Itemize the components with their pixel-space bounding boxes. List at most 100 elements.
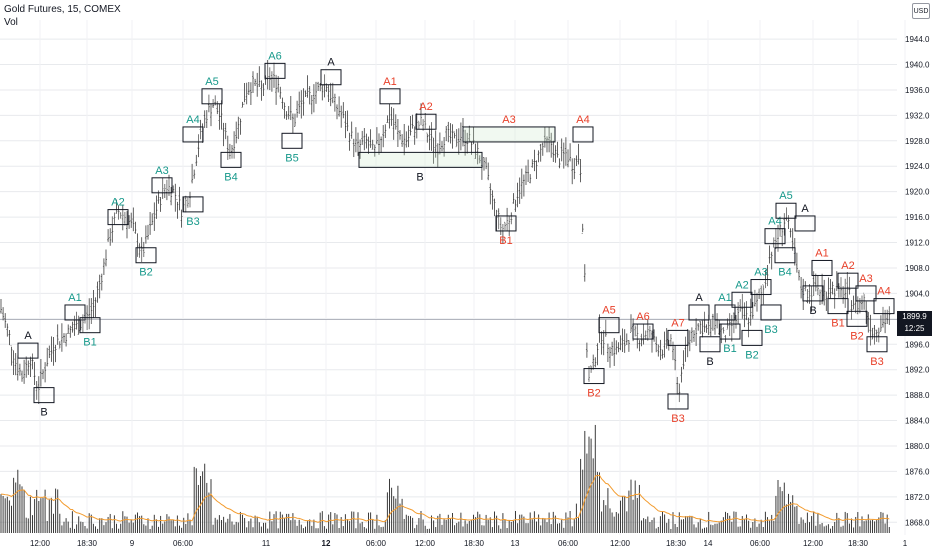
wave-box (462, 126, 556, 143)
wave-label: A (801, 203, 809, 215)
price-tick-label: 1924.0 (905, 162, 930, 171)
wave-box (667, 329, 689, 346)
wave-box (572, 126, 594, 143)
wave-label: A1 (815, 247, 828, 259)
wave-box (837, 272, 859, 289)
price-tick-label: 1932.0 (905, 111, 930, 120)
wave-box (802, 285, 824, 302)
wave-box (714, 304, 736, 321)
wave-label: A3 (155, 165, 168, 177)
wave-label: A3 (754, 267, 767, 279)
wave-box (17, 342, 39, 359)
wave-box (632, 323, 654, 340)
wave-label: A (24, 330, 32, 342)
wave-label: B2 (850, 330, 863, 342)
wave-label: B (416, 171, 423, 183)
wave-label: A7 (671, 317, 684, 329)
price-tick-label: 1944.0 (905, 35, 930, 44)
wave-box (827, 298, 849, 315)
price-tick-label: 1916.0 (905, 213, 930, 222)
wave-label: A1 (718, 292, 731, 304)
wave-box (358, 151, 483, 168)
wave-label: A5 (779, 190, 792, 202)
wave-box (688, 304, 710, 321)
wave-label: B5 (285, 152, 298, 164)
price-tick-label: 1884.0 (905, 417, 930, 426)
time-tick-label: 12:00 (610, 539, 631, 548)
wave-box (750, 279, 772, 296)
wave-box (64, 304, 86, 321)
wave-box (33, 387, 55, 404)
price-tick-label: 1928.0 (905, 137, 930, 146)
time-tick-label: 18:30 (666, 539, 687, 548)
price-tick-label: 1888.0 (905, 391, 930, 400)
time-tick-label: 1 (903, 539, 908, 548)
wave-box (281, 132, 303, 149)
wave-label: A5 (205, 76, 218, 88)
wave-box (731, 291, 753, 308)
wave-box (107, 209, 129, 226)
price-tick-label: 1876.0 (905, 467, 930, 476)
wave-label: A6 (636, 311, 649, 323)
wave-box (699, 336, 721, 353)
wave-box (667, 393, 689, 410)
time-tick-label: 06:00 (750, 539, 771, 548)
wave-box (764, 228, 786, 245)
chart-title: Gold Futures, 15, COMEX (4, 4, 121, 15)
price-tick-label: 1908.0 (905, 264, 930, 273)
wave-box (583, 368, 605, 385)
time-tick-label: 06:00 (173, 539, 194, 548)
wave-box (873, 298, 895, 315)
time-tick-label: 06:00 (558, 539, 579, 548)
last-price-value: 1899.9 (902, 312, 927, 321)
wave-box (495, 215, 517, 232)
wave-label: B1 (831, 318, 844, 330)
wave-label: A (695, 292, 703, 304)
wave-label: A4 (877, 286, 890, 298)
wave-box (811, 259, 833, 276)
time-tick-label: 06:00 (366, 539, 387, 548)
wave-box (201, 88, 223, 105)
wave-box (79, 317, 101, 334)
price-tick-label: 1896.0 (905, 340, 930, 349)
wave-label: B3 (764, 324, 777, 336)
wave-label: B4 (224, 171, 237, 183)
wave-label: B (809, 305, 816, 317)
time-tick-label: 13 (511, 539, 520, 548)
wave-label: B (706, 356, 713, 368)
wave-label: A1 (68, 292, 81, 304)
wave-box (135, 247, 157, 264)
wave-box (775, 202, 797, 219)
wave-label: A4 (186, 114, 199, 126)
wave-box (741, 329, 763, 346)
volume-moving-average (0, 474, 890, 523)
time-tick-label: 9 (130, 539, 135, 548)
wave-box (719, 323, 741, 340)
wave-box (846, 310, 868, 327)
wave-label: A (327, 57, 335, 69)
wave-label: B3 (186, 216, 199, 228)
price-tick-label: 1940.0 (905, 61, 930, 70)
wave-label: A4 (576, 114, 589, 126)
price-tick-label: 1936.0 (905, 86, 930, 95)
wave-label: A1 (383, 76, 396, 88)
wave-box (794, 215, 816, 232)
wave-box (379, 88, 401, 105)
currency-button[interactable]: USD (912, 3, 930, 19)
wave-box (320, 69, 342, 86)
time-tick-label: 18:30 (464, 539, 485, 548)
wave-label: B2 (745, 349, 758, 361)
wave-box (598, 317, 620, 334)
price-tick-label: 1868.0 (905, 518, 930, 527)
price-tick-label: 1904.0 (905, 289, 930, 298)
last-price-badge: 1899.9 12:25 (897, 311, 932, 336)
wave-box (182, 196, 204, 213)
time-tick-label: 12:00 (415, 539, 436, 548)
price-tick-label: 1892.0 (905, 366, 930, 375)
wave-label: A3 (859, 273, 872, 285)
wave-label: A5 (602, 305, 615, 317)
time-tick-label: 12 (322, 539, 331, 548)
wave-label: B1 (723, 343, 736, 355)
wave-box (760, 304, 782, 321)
